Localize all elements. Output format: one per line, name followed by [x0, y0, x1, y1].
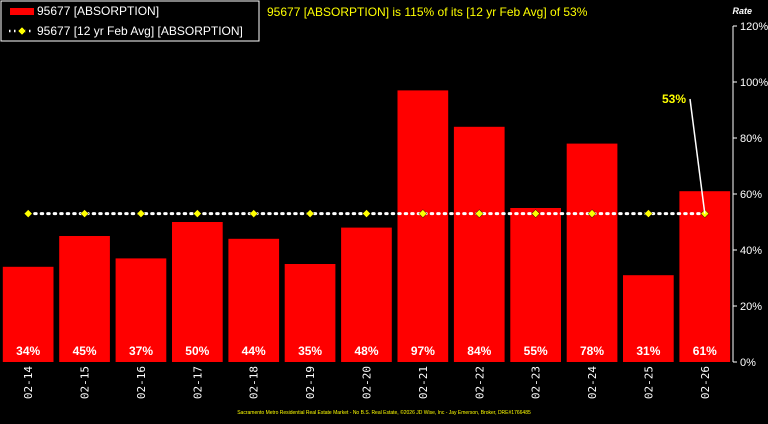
bar-data-label: 44%	[242, 344, 266, 358]
average-marker	[305, 209, 315, 218]
y-tick-label: 0%	[740, 357, 756, 369]
callout-leader-line	[689, 98, 706, 214]
bar-data-label: 55%	[524, 344, 548, 358]
bar	[453, 126, 505, 362]
bar	[228, 238, 280, 362]
average-marker	[362, 209, 371, 218]
x-tick-label: 02-20	[361, 366, 374, 399]
bar	[566, 143, 618, 362]
x-tick-label: 02-15	[79, 366, 92, 399]
bar-data-label: 37%	[129, 344, 153, 358]
x-tick-label: 02-22	[473, 366, 486, 399]
legend-line-label: 95677 [12 yr Feb Avg] [ABSORPTION]	[37, 24, 243, 38]
y-tick-label: 120%	[740, 21, 768, 33]
legend-bar-swatch	[10, 8, 34, 15]
average-marker	[531, 209, 541, 218]
bar-data-label: 84%	[467, 344, 491, 358]
bar-data-label: 61%	[693, 344, 717, 358]
average-marker	[249, 209, 259, 218]
bar-data-label: 31%	[636, 344, 660, 358]
bar-data-label: 78%	[580, 344, 604, 358]
bar	[397, 90, 449, 363]
average-marker	[474, 209, 484, 218]
bar	[2, 266, 54, 362]
bars-layer	[2, 90, 731, 363]
y-axis-title: Rate	[732, 6, 752, 16]
y-tick-label: 80%	[740, 133, 762, 145]
footer-text: Sacramento Metro Residential Real Estate…	[237, 409, 531, 416]
bar-data-label: 45%	[73, 344, 97, 358]
bar-data-label: 97%	[411, 344, 435, 358]
bar	[115, 258, 167, 362]
y-tick-label: 20%	[740, 301, 762, 313]
x-tick-label: 02-21	[417, 366, 430, 399]
callout-label: 53%	[662, 92, 686, 106]
x-tick-label: 02-16	[135, 366, 148, 399]
average-marker	[136, 209, 146, 218]
y-tick-label: 40%	[740, 245, 762, 257]
data-labels-layer: 34% 45% 37% 50% 44% 35% 48% 97% 84% 55% 78% 31% 61%	[16, 344, 717, 358]
bar	[510, 208, 561, 362]
bar	[172, 222, 223, 362]
legend-diamond-swatch	[17, 26, 27, 36]
legend-bar-label: 95677 [ABSORPTION]	[37, 4, 159, 18]
bar-data-label: 48%	[354, 344, 378, 358]
average-marker	[192, 209, 202, 218]
x-tick-label: 02-17	[191, 366, 204, 399]
y-tick-label: 60%	[740, 189, 762, 201]
bar-data-label: 50%	[185, 344, 209, 358]
x-tick-label: 02-23	[530, 366, 543, 399]
chart-title: 95677 [ABSORPTION] is 115% of its [12 yr…	[267, 5, 588, 19]
x-axis-labels: 02-14 02-15 02-16 02-17 02-18 02-19 02-20 02-21…	[22, 366, 712, 399]
average-marker	[418, 209, 428, 218]
bar	[623, 275, 674, 362]
bar	[679, 191, 731, 362]
y-axis: 0% 20% 40% 60% 80% 100% 120%	[732, 21, 768, 369]
bar	[284, 264, 336, 362]
x-tick-label: 02-26	[699, 366, 712, 399]
x-tick-label: 02-18	[248, 366, 261, 399]
x-tick-label: 02-25	[642, 366, 655, 399]
x-tick-label: 02-24	[586, 366, 599, 399]
bar	[59, 236, 110, 362]
bar-data-label: 34%	[16, 344, 40, 358]
bar-data-label: 35%	[298, 344, 322, 358]
average-marker	[644, 209, 653, 218]
average-marker	[23, 209, 33, 218]
average-marker	[80, 209, 89, 218]
legend-box	[0, 0, 260, 42]
legend: 95677 [ABSORPTION] 95677 [12 yr Feb Avg]…	[0, 0, 260, 42]
bar	[341, 227, 392, 362]
y-tick-label: 100%	[740, 77, 768, 89]
average-marker	[587, 209, 597, 218]
average-marker	[700, 209, 710, 218]
average-line-layer	[23, 209, 710, 218]
x-tick-label: 02-14	[22, 366, 35, 399]
x-tick-label: 02-19	[304, 366, 317, 399]
